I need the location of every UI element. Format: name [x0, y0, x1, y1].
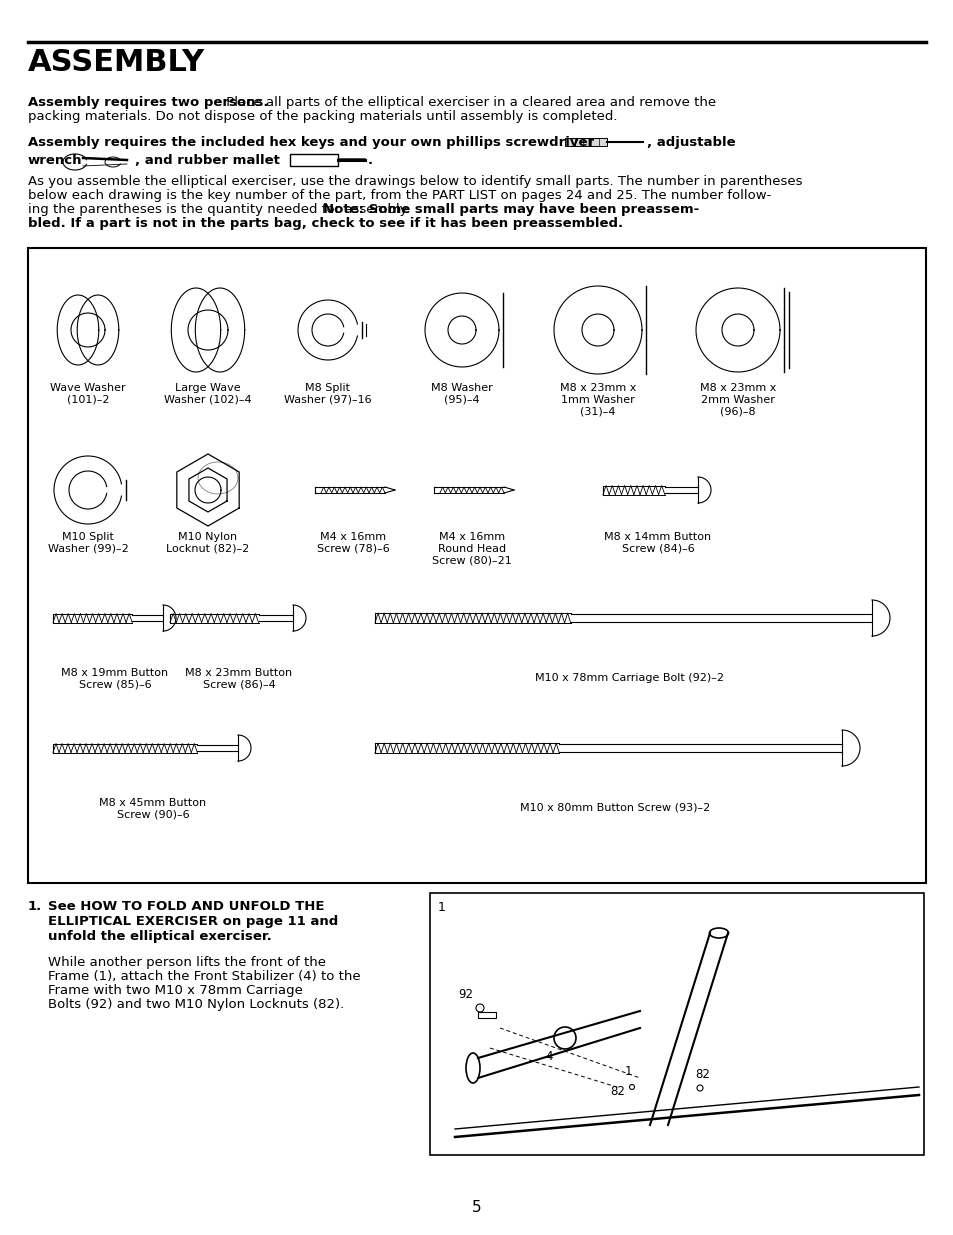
Text: .: . — [368, 154, 373, 167]
Text: M10 x 78mm Carriage Bolt (92)–2: M10 x 78mm Carriage Bolt (92)–2 — [535, 673, 723, 683]
Text: M10 Nylon
Locknut (82)–2: M10 Nylon Locknut (82)–2 — [166, 532, 250, 553]
Text: M8 Split
Washer (97)–16: M8 Split Washer (97)–16 — [284, 383, 372, 405]
Bar — [430, 893, 923, 1155]
Ellipse shape — [709, 927, 728, 939]
Text: 92: 92 — [457, 988, 473, 1002]
Text: 1.: 1. — [28, 900, 42, 913]
Text: M8 x 23mm x
2mm Washer
(96)–8: M8 x 23mm x 2mm Washer (96)–8 — [700, 383, 776, 416]
Text: Note: Some small parts may have been preassem-: Note: Some small parts may have been pre… — [323, 203, 699, 216]
Text: While another person lifts the front of the: While another person lifts the front of … — [48, 956, 326, 969]
Text: 4: 4 — [544, 1050, 552, 1063]
Text: M10 x 80mm Button Screw (93)–2: M10 x 80mm Button Screw (93)–2 — [519, 803, 709, 813]
Bar — [290, 154, 337, 165]
Ellipse shape — [629, 1084, 634, 1089]
Ellipse shape — [465, 1053, 479, 1083]
Text: Bolts (92) and two M10 Nylon Locknuts (82).: Bolts (92) and two M10 Nylon Locknuts (8… — [48, 998, 344, 1011]
Text: 82: 82 — [695, 1068, 709, 1081]
Text: below each drawing is the key number of the part, from the PART LIST on pages 24: below each drawing is the key number of … — [28, 189, 771, 203]
Text: ASSEMBLY: ASSEMBLY — [28, 48, 205, 77]
Text: Frame (1), attach the Front Stabilizer (4) to the: Frame (1), attach the Front Stabilizer (… — [48, 969, 360, 983]
Text: 82: 82 — [609, 1086, 624, 1098]
Bar — [477, 1011, 496, 1018]
Text: Frame with two M10 x 78mm Carriage: Frame with two M10 x 78mm Carriage — [48, 984, 302, 997]
Text: M8 x 23mm x
1mm Washer
(31)–4: M8 x 23mm x 1mm Washer (31)–4 — [559, 383, 636, 416]
Text: M10 Split
Washer (99)–2: M10 Split Washer (99)–2 — [48, 532, 129, 553]
Text: As you assemble the elliptical exerciser, use the drawings below to identify sma: As you assemble the elliptical exerciser… — [28, 175, 801, 188]
Ellipse shape — [476, 1004, 483, 1011]
Text: M8 x 45mm Button
Screw (90)–6: M8 x 45mm Button Screw (90)–6 — [99, 798, 207, 820]
Text: 1: 1 — [624, 1065, 632, 1078]
Text: M4 x 16mm
Screw (78)–6: M4 x 16mm Screw (78)–6 — [316, 532, 389, 553]
Text: Assembly requires two persons.: Assembly requires two persons. — [28, 96, 268, 109]
Text: M8 x 19mm Button
Screw (85)–6: M8 x 19mm Button Screw (85)–6 — [61, 668, 169, 689]
Text: bled. If a part is not in the parts bag, check to see if it has been preassemble: bled. If a part is not in the parts bag,… — [28, 217, 622, 230]
Text: M4 x 16mm
Round Head
Screw (80)–21: M4 x 16mm Round Head Screw (80)–21 — [432, 532, 512, 566]
Text: Place all parts of the elliptical exerciser in a cleared area and remove the: Place all parts of the elliptical exerci… — [222, 96, 716, 109]
Text: M8 x 23mm Button
Screw (86)–4: M8 x 23mm Button Screw (86)–4 — [185, 668, 293, 689]
Bar — [28, 248, 925, 883]
Text: packing materials. Do not dispose of the packing materials until assembly is com: packing materials. Do not dispose of the… — [28, 110, 617, 124]
Text: M8 x 14mm Button
Screw (84)–6: M8 x 14mm Button Screw (84)–6 — [604, 532, 711, 553]
Ellipse shape — [554, 1028, 576, 1049]
Text: 5: 5 — [472, 1200, 481, 1215]
Text: , adjustable: , adjustable — [646, 136, 735, 149]
Text: , and rubber mallet: , and rubber mallet — [135, 154, 279, 167]
Text: Wave Washer
(101)–2: Wave Washer (101)–2 — [51, 383, 126, 405]
Ellipse shape — [697, 1086, 702, 1091]
Text: Large Wave
Washer (102)–4: Large Wave Washer (102)–4 — [164, 383, 252, 405]
Text: wrench: wrench — [28, 154, 82, 167]
Text: M8 Washer
(95)–4: M8 Washer (95)–4 — [431, 383, 493, 405]
Bar — [564, 138, 606, 146]
Text: 1: 1 — [437, 902, 445, 914]
Text: ing the parentheses is the quantity needed for assembly.: ing the parentheses is the quantity need… — [28, 203, 414, 216]
Text: Assembly requires the included hex keys and your own phillips screwdriver: Assembly requires the included hex keys … — [28, 136, 594, 149]
Text: See HOW TO FOLD AND UNFOLD THE
ELLIPTICAL EXERCISER on page 11 and
unfold the el: See HOW TO FOLD AND UNFOLD THE ELLIPTICA… — [48, 900, 338, 944]
